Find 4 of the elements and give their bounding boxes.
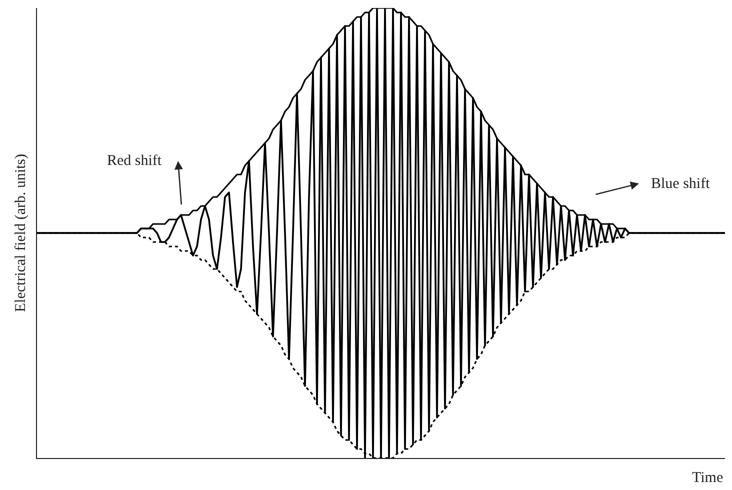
annotation: Red shift bbox=[107, 153, 162, 169]
x-axis-title: Time bbox=[692, 470, 724, 486]
annotation: Blue shift bbox=[651, 176, 711, 192]
y-axis-title: Electrical field (arb. units) bbox=[13, 154, 30, 312]
